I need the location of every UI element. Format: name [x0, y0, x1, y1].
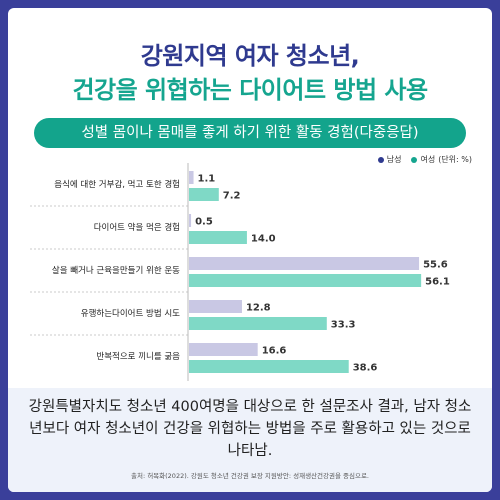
value-label-female: 33.3 — [331, 320, 356, 331]
value-label-male: 55.6 — [423, 260, 448, 271]
chart-title: 성별 몸이나 몸매를 좋게 하기 위한 활동 경험(다중응답) — [34, 118, 466, 148]
legend-male-label: 남성 — [386, 155, 402, 164]
source-note: 출처: 허목화(2022). 강원도 청소년 건강권 보장 지원방안: 성재생산… — [130, 472, 369, 480]
value-label-female: 38.6 — [353, 363, 378, 374]
value-label-male: 1.1 — [198, 174, 216, 185]
footer-summary: 강원특별자치도 청소년 400여명을 대상으로 한 설문조사 결과, 남자 청소… — [28, 399, 472, 459]
bar-male — [189, 257, 420, 270]
bar-female — [189, 317, 327, 330]
infographic-card: 강원지역 여자 청소년, 건강을 위협하는 다이어트 방법 사용 성별 몸이나 … — [8, 8, 492, 492]
bar-male — [189, 171, 194, 184]
category-label: 살을 빼거나 근육을만들기 위한 운동 — [52, 266, 180, 276]
legend-female-label: 여성 — [420, 155, 436, 164]
title-line-1: 강원지역 여자 청소년, — [140, 42, 360, 70]
bar-female — [189, 188, 219, 201]
value-label-male: 0.5 — [195, 217, 213, 228]
legend: 남성 여성 (단위: %) — [377, 154, 472, 165]
category-label: 다이어트 약을 먹은 경험 — [94, 222, 180, 233]
footer-panel: 강원특별자치도 청소년 400여명을 대상으로 한 설문조사 결과, 남자 청소… — [8, 388, 492, 492]
bar-chart: 음식에 대한 거부감, 먹고 토한 경험 1.1 7.2 다이어트 약을 먹은 경험 0… — [30, 163, 450, 381]
unit-label: (단위: %) — [438, 155, 472, 164]
category-label: 유행하는다이어트 방법 시도 — [81, 308, 180, 319]
bar-male — [189, 300, 242, 313]
bar-male — [189, 214, 192, 227]
legend-male-marker — [377, 156, 384, 163]
legend-female-marker — [411, 156, 418, 163]
title-line-2: 건강을 위협하는 다이어트 방법 사용 — [72, 76, 428, 104]
category-label: 음식에 대한 거부감, 먹고 토한 경험 — [54, 179, 180, 190]
bar-female — [189, 231, 247, 244]
bar-female — [189, 274, 422, 287]
bar-male — [189, 343, 258, 356]
value-label-male: 12.8 — [246, 303, 271, 314]
bar-female — [189, 360, 349, 373]
value-label-female: 7.2 — [223, 191, 241, 202]
category-label: 반복적으로 끼니를 굶음 — [96, 351, 180, 362]
value-label-female: 14.0 — [251, 234, 276, 245]
value-label-male: 16.6 — [262, 346, 287, 357]
value-label-female: 56.1 — [425, 277, 450, 288]
